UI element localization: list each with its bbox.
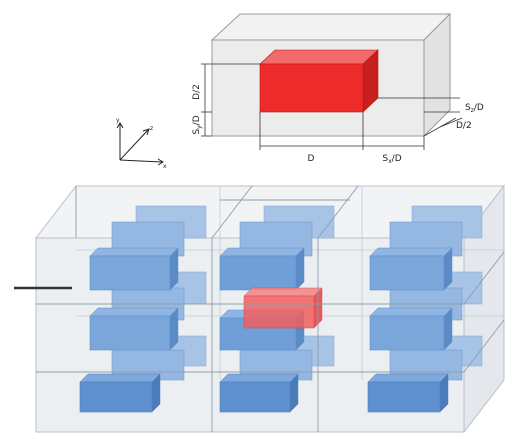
unit-cell-top-face: [210, 13, 452, 41]
block: [89, 255, 171, 291]
front-cell-grid: [36, 185, 505, 432]
gap-x-label: Sx/D: [382, 154, 401, 165]
axis-x-label: x: [163, 163, 167, 170]
gap-z-label: Sz/D: [465, 103, 484, 114]
unit-cell: D/2 Sy/D D Sx/D Sz/D D/2: [192, 12, 484, 165]
block: [89, 315, 171, 351]
depth-label: D/2: [456, 121, 472, 131]
block: [219, 381, 291, 413]
height-label: D/2: [192, 84, 202, 100]
block: [367, 381, 441, 413]
axis-y-label: y: [116, 117, 120, 124]
front-layer-blocks: [79, 247, 453, 413]
coordinate-axes: [116, 122, 164, 166]
block: [369, 315, 445, 351]
gap-y-label: Sy/D: [192, 115, 203, 134]
block: [369, 255, 445, 291]
red-block-top: [259, 49, 379, 65]
block-array: [14, 184, 506, 434]
block: [79, 381, 153, 413]
axis-z-label: z: [150, 125, 153, 132]
width-label: D: [308, 154, 315, 164]
block: [219, 255, 297, 291]
dimension-lines: [201, 63, 463, 150]
highlighted-block: [243, 287, 323, 329]
red-block-front: [259, 63, 364, 113]
